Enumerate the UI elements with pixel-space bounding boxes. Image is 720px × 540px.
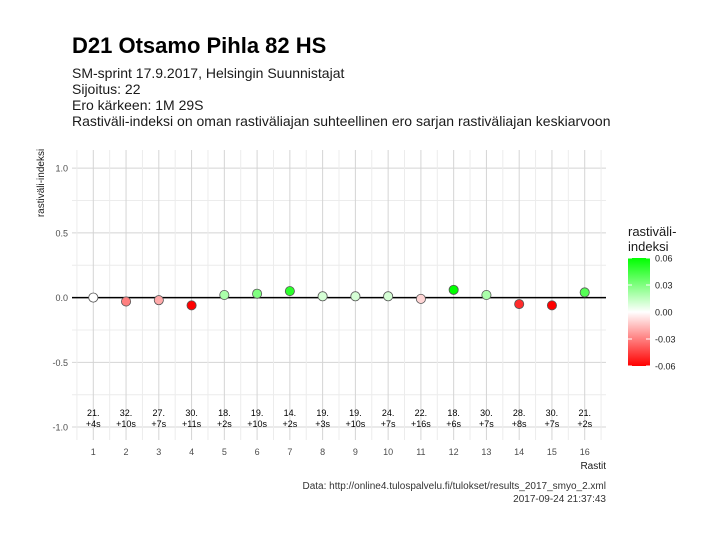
x-tick-label: 3: [156, 447, 161, 457]
leg-rank-label: 21.: [578, 408, 591, 418]
data-point: [219, 289, 230, 300]
data-point: [252, 288, 263, 299]
plot-grid: [72, 150, 606, 440]
y-axis-label: rastiväli-indeksi: [36, 149, 47, 217]
y-tick-label: 1.0: [55, 164, 68, 174]
legend-title-line-2: indeksi: [628, 239, 669, 254]
y-tick-label: 0.5: [55, 228, 68, 238]
leg-rank-label: 21.: [87, 408, 100, 418]
x-tick-label: 12: [449, 447, 459, 457]
x-tick-label: 7: [287, 447, 292, 457]
data-point: [448, 284, 459, 295]
leg-rank-label: 19.: [316, 408, 329, 418]
leg-diff-label: +10s: [345, 419, 365, 429]
data-point: [481, 289, 492, 300]
leg-rank-label: 27.: [153, 408, 166, 418]
data-point: [121, 296, 132, 307]
subtitle-line-gap: Ero kärkeen: 1M 29S: [72, 97, 204, 113]
leg-diff-label: +7s: [151, 419, 166, 429]
legend-tick-label: -0.06: [655, 362, 676, 372]
y-tick-label: 0.0: [55, 293, 68, 303]
leg-rank-label: 24.: [382, 408, 395, 418]
subtitle-line-description: Rastiväli-indeksi on oman rastiväliajan …: [72, 113, 611, 129]
leg-diff-label: +10s: [116, 419, 136, 429]
legend-color-bar: [628, 258, 650, 366]
data-point: [546, 300, 557, 311]
leg-labels: 21.+4s32.+10s27.+7s30.+11s18.+2s19.+10s1…: [86, 408, 593, 429]
x-tick-label: 14: [514, 447, 524, 457]
leg-rank-label: 28.: [513, 408, 526, 418]
timestamp-caption: 2017-09-24 21:37:43: [513, 494, 606, 505]
x-tick-label: 11: [416, 447, 425, 457]
data-point: [350, 291, 361, 302]
leg-rank-label: 22.: [415, 408, 428, 418]
y-axis-ticks: 1.0 0.5 0.0 -0.5 -1.0: [52, 164, 68, 433]
leg-rank-label: 14.: [284, 408, 297, 418]
data-point: [415, 293, 426, 304]
x-tick-label: 4: [189, 447, 194, 457]
y-tick-label: -0.5: [52, 358, 68, 368]
legend-tick-label: -0.03: [655, 335, 676, 345]
leg-diff-label: +8s: [512, 419, 527, 429]
leg-rank-label: 32.: [120, 408, 133, 418]
data-point: [514, 299, 525, 310]
x-tick-label: 8: [320, 447, 325, 457]
data-point: [383, 291, 394, 302]
leg-diff-label: +7s: [479, 419, 494, 429]
x-axis-label: Rastit: [580, 461, 606, 472]
leg-diff-label: +2s: [577, 419, 592, 429]
x-tick-label: 9: [353, 447, 358, 457]
data-point: [317, 291, 328, 302]
x-tick-label: 6: [255, 447, 260, 457]
leg-rank-label: 30.: [480, 408, 493, 418]
data-point: [186, 300, 197, 311]
chart-title: D21 Otsamo Pihla 82 HS: [72, 33, 327, 58]
legend-ticks: 0.06 0.03 0.00 -0.03 -0.06: [628, 254, 676, 372]
x-tick-label: 13: [481, 447, 491, 457]
leg-rank-label: 19.: [251, 408, 264, 418]
leg-diff-label: +2s: [282, 419, 297, 429]
leg-diff-label: +7s: [545, 419, 560, 429]
leg-rank-label: 30.: [546, 408, 559, 418]
legend-tick-label: 0.00: [655, 308, 673, 318]
leg-diff-label: +16s: [411, 419, 431, 429]
x-tick-label: 15: [547, 447, 557, 457]
legend-title-line-1: rastiväli-: [628, 224, 677, 239]
data-points: [88, 284, 590, 311]
x-tick-label: 16: [580, 447, 590, 457]
legend-tick-label: 0.03: [655, 281, 673, 291]
data-point: [579, 287, 590, 298]
leg-diff-label: +11s: [182, 419, 202, 429]
leg-rank-label: 30.: [185, 408, 198, 418]
leg-diff-label: +2s: [217, 419, 232, 429]
x-tick-label: 5: [222, 447, 227, 457]
y-tick-label: -1.0: [52, 423, 68, 433]
x-tick-label: 10: [383, 447, 393, 457]
legend-title: rastiväli- indeksi: [628, 224, 676, 254]
data-point: [153, 295, 164, 306]
data-point: [284, 286, 295, 297]
subtitle-line-event: SM-sprint 17.9.2017, Helsingin Suunnista…: [72, 65, 345, 81]
legend-tick-label: 0.06: [655, 254, 673, 264]
x-tick-label: 1: [91, 447, 96, 457]
leg-diff-label: +3s: [315, 419, 330, 429]
subtitle-line-placement: Sijoitus: 22: [72, 81, 141, 97]
data-point: [88, 292, 99, 303]
x-axis-ticks: 1 2 3 4 5 6 7 8 9 10 11 12 13 14 15 16: [91, 447, 590, 457]
x-tick-label: 2: [124, 447, 129, 457]
leg-diff-label: +6s: [446, 419, 461, 429]
leg-diff-label: +4s: [86, 419, 101, 429]
leg-rank-label: 19.: [349, 408, 362, 418]
leg-diff-label: +7s: [381, 419, 396, 429]
leg-rank-label: 18.: [218, 408, 231, 418]
data-source-caption: Data: http://online4.tulospalvelu.fi/tul…: [302, 481, 606, 492]
leg-rank-label: 18.: [447, 408, 460, 418]
leg-diff-label: +10s: [247, 419, 267, 429]
